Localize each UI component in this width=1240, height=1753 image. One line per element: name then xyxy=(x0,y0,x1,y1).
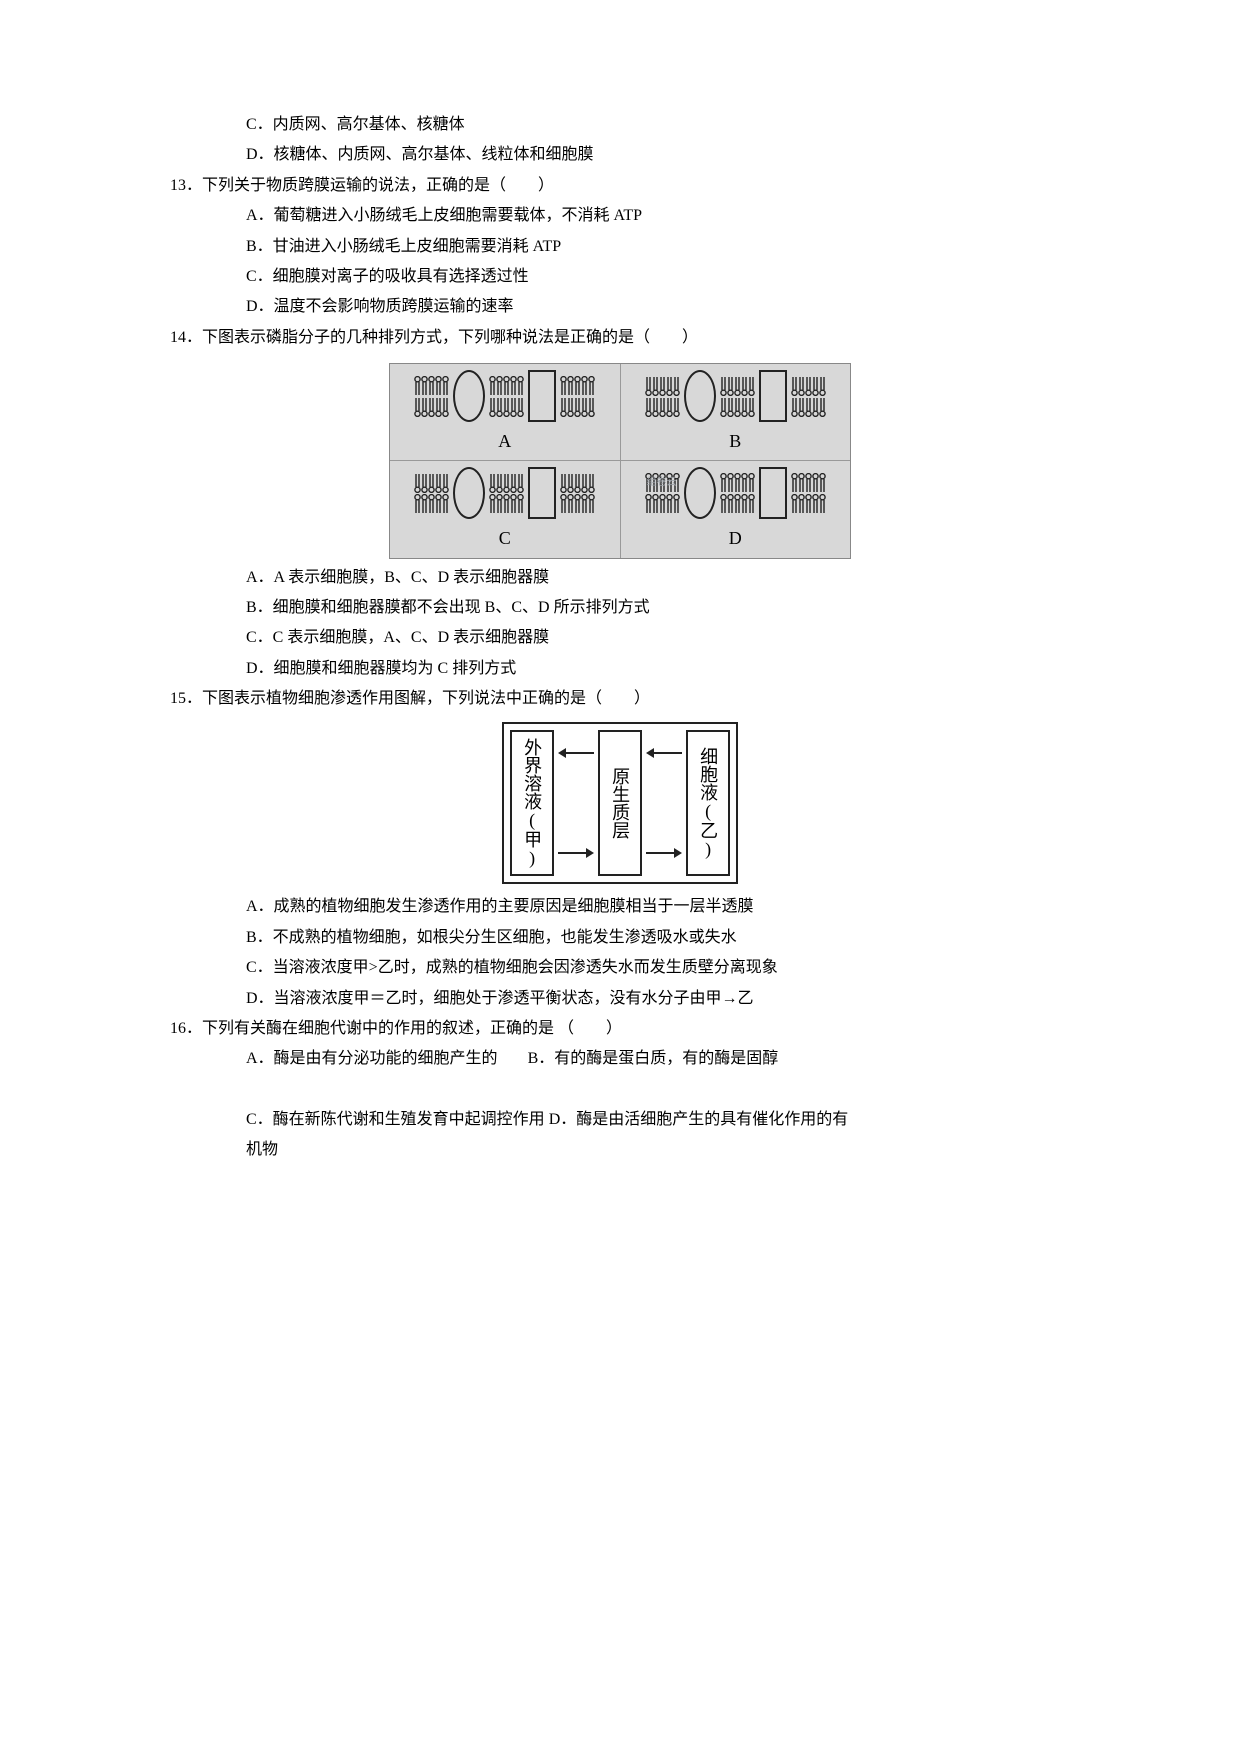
osmosis-box-left: 外界溶液(甲) xyxy=(510,730,554,876)
figure-label-c: C xyxy=(499,519,511,555)
q14-option-c: C．C 表示细胞膜，A、C、D 表示细胞器膜 xyxy=(170,623,1070,653)
figure-cell-c: C xyxy=(390,461,621,557)
q14-option-b: B．细胞膜和细胞器膜都不会出现 B、C、D 所示排列方式 xyxy=(170,593,1070,623)
figure-label-d: D xyxy=(729,519,742,555)
q15-figure: 外界溶液(甲) 原生质层 xyxy=(480,722,760,884)
q16-option-row-1: A．酶是由有分泌功能的细胞产生的 B．有的酶是蛋白质，有的酶是固醇 xyxy=(170,1044,1070,1074)
bilayer-c xyxy=(414,467,595,519)
q16-stem: 16．下列有关酶在细胞代谢中的作用的叙述，正确的是 （ ） xyxy=(170,1014,1070,1044)
osmosis-box-mid: 原生质层 xyxy=(598,730,642,876)
arrow-left-icon xyxy=(556,744,596,762)
q13-option-b: B．甘油进入小肠绒毛上皮细胞需要消耗 ATP xyxy=(170,232,1070,262)
q16-option-b: B．有的酶是蛋白质，有的酶是固醇 xyxy=(528,1050,779,1067)
q16-option-row-2: C．酶在新陈代谢和生殖发育中起调控作用 D．酶是由活细胞产生的具有催化作用的有 xyxy=(170,1105,1070,1135)
q16-option-d: D．酶是由活细胞产生的具有催化作用的有 xyxy=(549,1111,849,1128)
osmosis-box: 外界溶液(甲) 原生质层 xyxy=(502,722,738,884)
figure-label-a: A xyxy=(498,422,511,458)
q15-stem: 15．下图表示植物细胞渗透作用图解，下列说法中正确的是（ ） xyxy=(170,684,1070,714)
q14-figure: A B C 组卷云 D xyxy=(389,363,851,558)
q13-option-c: C．细胞膜对离子的吸收具有选择透过性 xyxy=(170,262,1070,292)
q16-option-a: A．酶是由有分泌功能的细胞产生的 xyxy=(246,1050,498,1067)
figure-row-2: C 组卷云 D xyxy=(390,461,850,557)
arrow-right-icon xyxy=(556,844,596,862)
q15-option-a: A．成熟的植物细胞发生渗透作用的主要原因是细胞膜相当于一层半透膜 xyxy=(170,892,1070,922)
page: C．内质网、高尔基体、核糖体 D．核糖体、内质网、高尔基体、线粒体和细胞膜 13… xyxy=(0,0,1240,1753)
q13-stem: 13．下列关于物质跨膜运输的说法，正确的是（ ） xyxy=(170,171,1070,201)
q15-option-c: C．当溶液浓度甲>乙时，成熟的植物细胞会因渗透失水而发生质壁分离现象 xyxy=(170,953,1070,983)
arrow-right-icon xyxy=(644,844,684,862)
bilayer-b xyxy=(645,370,826,422)
figure-cell-a: A xyxy=(390,364,621,460)
q16-option-d-tail: 机物 xyxy=(170,1135,1070,1165)
figure-cell-d: 组卷云 D xyxy=(621,461,851,557)
spacer xyxy=(170,1075,1070,1105)
q12-option-c: C．内质网、高尔基体、核糖体 xyxy=(170,110,1070,140)
q14-option-d: D．细胞膜和细胞器膜均为 C 排列方式 xyxy=(170,654,1070,684)
arrow-col-2 xyxy=(642,730,686,876)
q15-option-b: B．不成熟的植物细胞，如根尖分生区细胞，也能发生渗透吸水或失水 xyxy=(170,923,1070,953)
figure-cell-b: B xyxy=(621,364,851,460)
q13-option-a: A．葡萄糖进入小肠绒毛上皮细胞需要载体，不消耗 ATP xyxy=(170,201,1070,231)
bilayer-a xyxy=(414,370,595,422)
arrow-col-1 xyxy=(554,730,598,876)
osmosis-box-right: 细胞液(乙) xyxy=(686,730,730,876)
arrow-left-icon xyxy=(644,744,684,762)
q16-option-c: C．酶在新陈代谢和生殖发育中起调控作用 xyxy=(246,1111,545,1128)
figure-label-b: B xyxy=(729,422,741,458)
q12-option-d: D．核糖体、内质网、高尔基体、线粒体和细胞膜 xyxy=(170,140,1070,170)
bilayer-d xyxy=(645,467,826,519)
q13-option-d: D．温度不会影响物质跨膜运输的速率 xyxy=(170,292,1070,322)
figure-row-1: A B xyxy=(390,364,850,461)
q14-option-a: A．A 表示细胞膜，B、C、D 表示细胞器膜 xyxy=(170,563,1070,593)
q14-stem: 14．下图表示磷脂分子的几种排列方式，下列哪种说法是正确的是（ ） xyxy=(170,323,1070,353)
q15-option-d: D．当溶液浓度甲＝乙时，细胞处于渗透平衡状态，没有水分子由甲→乙 xyxy=(170,984,1070,1014)
